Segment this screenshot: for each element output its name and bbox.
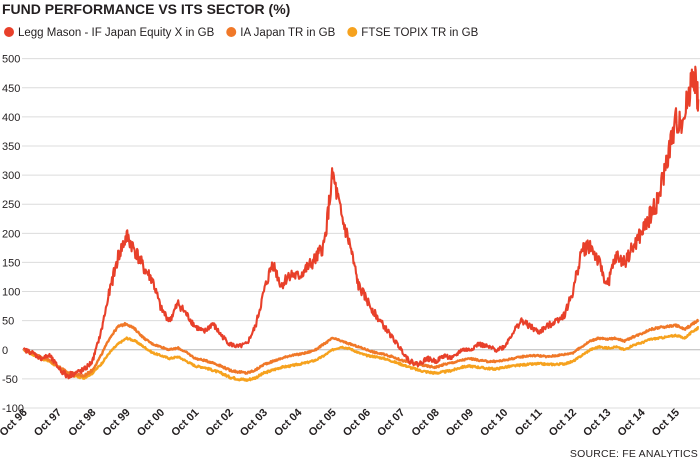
y-axis: -100 -50 0 50 100 150 200 250 300 350 400 450 500 — [2, 54, 24, 415]
legend-label: Legg Mason - IF Japan Equity X in GB — [18, 27, 215, 39]
x-tick-label: Oct 03 — [238, 407, 270, 439]
x-tick-label: Oct 07 — [375, 407, 407, 439]
y-tick-label: 150 — [2, 257, 20, 269]
series-lines — [22, 65, 700, 382]
x-tick-label: Oct 11 — [513, 407, 545, 439]
x-tick-label: Oct 15 — [650, 407, 682, 439]
x-tick-label: Oct 04 — [272, 406, 305, 439]
chart-title: FUND PERFORMANCE VS ITS SECTOR (%) — [2, 1, 290, 17]
source-note: SOURCE: FE ANALYTICS — [570, 448, 698, 460]
y-tick-label: 450 — [2, 83, 20, 95]
legend-swatch — [226, 27, 237, 37]
y-tick-label: -50 — [2, 374, 18, 386]
y-tick-label: 0 — [2, 345, 8, 357]
x-tick-label: Oct 06 — [341, 407, 373, 439]
x-tick-label: Oct 99 — [101, 407, 133, 439]
x-tick-label: Oct 10 — [478, 407, 510, 439]
y-tick-label: 500 — [2, 54, 20, 66]
y-tick-label: 400 — [2, 112, 20, 124]
y-tick-label: 200 — [2, 228, 20, 240]
series-line — [22, 318, 700, 378]
legend-swatch — [347, 27, 358, 37]
series-line — [22, 65, 700, 380]
y-tick-label: 100 — [2, 287, 20, 299]
x-tick-label: Oct 12 — [547, 407, 579, 439]
x-tick-label: Oct 02 — [204, 407, 236, 439]
series-line — [23, 326, 700, 382]
gridlines — [22, 58, 700, 409]
y-tick-label: 250 — [2, 199, 20, 211]
x-tick-label: Oct 08 — [410, 407, 442, 439]
legend: Legg Mason - IF Japan Equity X in GB IA J… — [4, 27, 479, 39]
x-tick-label: Oct 00 — [135, 407, 167, 439]
x-tick-label: Oct 13 — [581, 407, 613, 439]
legend-swatch — [4, 27, 14, 37]
y-tick-label: 300 — [2, 170, 20, 182]
x-tick-label: Oct 01 — [169, 407, 201, 439]
x-tick-label: Oct 14 — [615, 406, 648, 439]
y-tick-label: 350 — [2, 141, 20, 153]
y-tick-label: -100 — [2, 403, 24, 415]
y-tick-label: 50 — [2, 316, 14, 328]
legend-label: IA Japan TR in GB — [240, 27, 335, 39]
x-axis: Oct 96 Oct 97 Oct 98 Oct 99 Oct 00 Oct 01 Oct … — [0, 406, 682, 439]
x-tick-label: Oct 97 — [32, 407, 64, 439]
x-tick-label: Oct 98 — [66, 407, 98, 439]
x-tick-label: Oct 09 — [444, 407, 476, 439]
legend-label: FTSE TOPIX TR in GB — [361, 27, 478, 39]
x-tick-label: Oct 05 — [307, 407, 339, 439]
